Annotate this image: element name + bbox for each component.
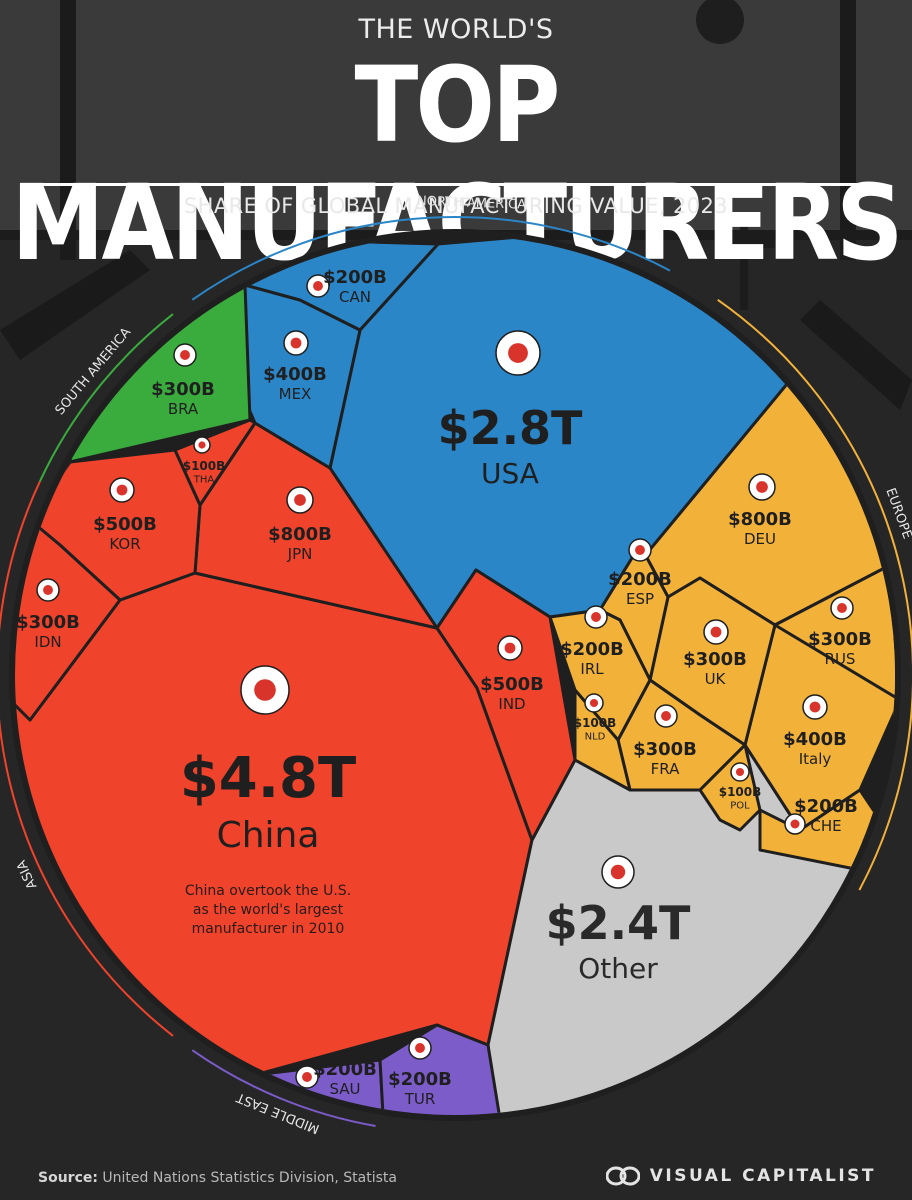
value-label-fra: $300B — [633, 739, 697, 760]
region-arc-europe — [717, 298, 912, 891]
country-label-ind: IND — [498, 695, 525, 713]
cell-nld — [573, 688, 632, 792]
cell-tha — [173, 418, 257, 507]
country-label-uk: UK — [705, 670, 727, 688]
value-label-esp: $200B — [608, 569, 672, 590]
flag-emblem — [589, 698, 599, 708]
value-label-tha: $100B — [183, 459, 226, 473]
value-label-italy: $400B — [783, 729, 847, 750]
country-label-irl: IRL — [580, 660, 604, 678]
value-label-uk: $300B — [683, 649, 747, 670]
region-arc-south-america — [38, 313, 174, 482]
value-label-deu: $800B — [728, 509, 792, 530]
value-label-other: $2.4T — [546, 896, 691, 950]
region-arc-asia — [0, 480, 174, 1037]
country-label-italy: Italy — [799, 750, 832, 768]
cell-rus — [773, 558, 895, 702]
source-note: Source: United Nations Statistics Divisi… — [38, 1170, 397, 1186]
flag-emblem — [756, 481, 768, 493]
value-label-mex: $400B — [263, 364, 327, 385]
region-label-europe: EUROPE — [882, 486, 912, 541]
value-label-idn: $300B — [16, 612, 80, 633]
country-label-che: CHE — [810, 817, 841, 835]
country-label-tha: THA — [193, 475, 215, 486]
flag-emblem — [116, 484, 128, 496]
country-label-china: China — [217, 815, 320, 856]
country-label-rus: RUS — [825, 650, 856, 668]
country-label-sau: SAU — [329, 1080, 360, 1098]
visual-capitalist-logo-icon — [605, 1166, 640, 1186]
value-label-pol: $100B — [719, 785, 762, 799]
flag-emblem — [43, 585, 53, 595]
country-label-deu: DEU — [744, 530, 776, 548]
cells-group — [15, 235, 895, 1115]
country-label-pol: POL — [730, 801, 750, 812]
value-label-usa: $2.8T — [438, 401, 583, 455]
annotation-line: manufacturer in 2010 — [192, 921, 345, 937]
flag-emblem — [415, 1043, 425, 1053]
flag-emblem — [710, 626, 722, 638]
flag-emblem — [610, 864, 626, 880]
value-label-nld: $100B — [574, 716, 617, 730]
country-label-nld: NLD — [585, 732, 606, 743]
flag-emblem — [294, 494, 306, 506]
flag-emblem — [290, 337, 302, 349]
value-label-kor: $500B — [93, 514, 157, 535]
country-label-mex: MEX — [279, 385, 312, 403]
flag-emblem — [198, 441, 206, 449]
value-label-china: $4.8T — [180, 746, 356, 811]
cell-tur — [378, 1023, 507, 1115]
value-label-tur: $200B — [388, 1069, 452, 1090]
country-label-esp: ESP — [626, 590, 654, 608]
country-label-tur: TUR — [404, 1090, 436, 1108]
country-label-usa: USA — [481, 457, 539, 490]
flag-emblem — [313, 281, 323, 291]
country-label-jpn: JPN — [287, 545, 313, 563]
region-arc-north-america — [191, 215, 671, 301]
flag-emblem — [504, 642, 516, 654]
flag-emblem — [837, 603, 847, 613]
value-label-jpn: $800B — [268, 524, 332, 545]
country-label-fra: FRA — [651, 760, 680, 778]
country-label-can: CAN — [339, 288, 371, 306]
value-label-che: $200B — [794, 796, 858, 817]
flag-emblem — [591, 612, 601, 622]
value-label-can: $200B — [323, 267, 387, 288]
subtitle: SHARE OF GLOBAL MANUFACTURING VALUE, 202… — [183, 194, 729, 218]
annotation-line: as the world's largest — [193, 902, 344, 918]
source-label: Source: — [38, 1170, 98, 1186]
value-label-sau: $200B — [313, 1059, 377, 1080]
annotation-line: China overtook the U.S. — [185, 883, 351, 899]
flag-emblem — [508, 343, 528, 363]
flag-emblem — [735, 767, 745, 777]
title-rule — [36, 183, 876, 186]
value-label-ind: $500B — [480, 674, 544, 695]
brand-credit: VISUAL CAPITALIST — [605, 1166, 876, 1186]
value-label-rus: $300B — [808, 629, 872, 650]
country-label-bra: BRA — [168, 400, 199, 418]
country-label-other: Other — [578, 952, 658, 985]
kicker-text: THE WORLD'S — [358, 14, 554, 45]
cell-labels: $4.8TChina$2.8TUSA$2.4TOther$800BJPN$800… — [16, 267, 872, 1108]
flag-emblem — [790, 819, 800, 829]
flag-emblem — [302, 1072, 312, 1082]
region-arc-middle-east — [191, 1049, 376, 1127]
flag-emblem — [661, 711, 671, 721]
country-label-idn: IDN — [34, 633, 61, 651]
flag-emblem — [635, 545, 645, 555]
value-label-irl: $200B — [560, 639, 624, 660]
brand-name: VISUAL CAPITALIST — [649, 1166, 876, 1186]
flag-emblem — [809, 701, 821, 713]
source-text: United Nations Statistics Division, Stat… — [102, 1170, 397, 1186]
region-label-north-america: NORTH AMERICA — [417, 194, 527, 213]
flag-emblem — [180, 350, 190, 360]
flag-emblem — [254, 679, 276, 701]
value-label-bra: $300B — [151, 379, 215, 400]
country-label-kor: KOR — [109, 535, 140, 553]
